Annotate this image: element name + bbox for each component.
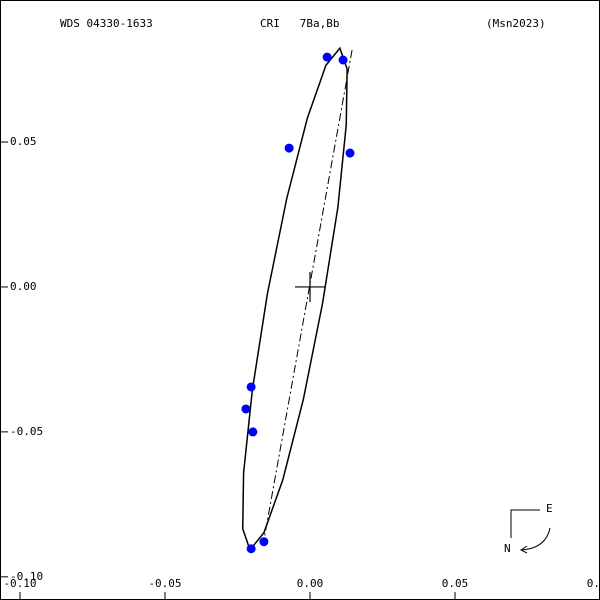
title-right: (Msn2023) [486,17,546,30]
x-tick-label: 0.00 [297,577,324,590]
y-tick-label: 0.05 [10,135,37,148]
x-tick-label: 0.05 [442,577,469,590]
observation [241,404,251,414]
x-tick-label: 0.10 [587,577,600,590]
orbit-ellipse [241,46,348,552]
observation [345,148,355,158]
title-left: WDS 04330-1633 [60,17,153,30]
y-tick-label: -0.05 [10,425,43,438]
y-tick-label: -0.10 [10,570,43,583]
observation [246,382,256,392]
compass-arrow [521,527,551,551]
y-tick-label: 0.00 [10,280,37,293]
x-tick-label: -0.05 [148,577,181,590]
x-tick-label: -0.10 [3,577,36,590]
observation [246,544,256,554]
compass-arrowhead [520,545,528,554]
compass [510,509,551,554]
observation [248,427,258,437]
primary-cross [295,271,326,302]
observation [284,143,294,153]
node-line [262,50,353,546]
observation [322,52,332,62]
title-center: CRI 7Ba,Bb [260,17,339,30]
compass-east: E [546,502,553,515]
compass-axes [510,509,540,538]
observation [338,55,348,65]
observation [259,537,269,547]
compass-north: N [504,542,511,555]
